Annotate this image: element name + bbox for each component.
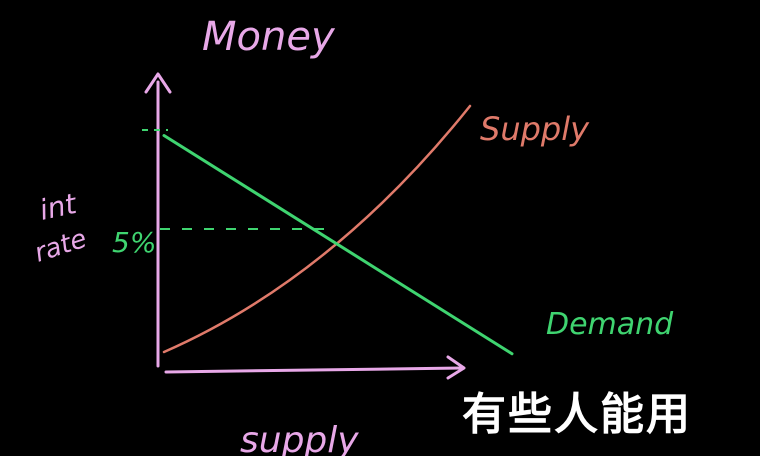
demand-series-line xyxy=(162,134,514,356)
x-axis-arrow-icon xyxy=(446,355,466,380)
demand-series-label: Demand xyxy=(546,307,674,342)
supply-series-line xyxy=(162,104,472,354)
y-tick-label: 5% xyxy=(112,226,156,259)
y-axis-label-line2: rate xyxy=(31,224,90,269)
video-caption: 有些人能用 xyxy=(462,389,692,440)
supply-series-label: Supply xyxy=(480,110,590,148)
x-axis xyxy=(164,366,464,374)
chart-title: Money xyxy=(202,14,336,60)
x-axis-label: supply xyxy=(240,420,359,456)
y-axis-arrow-icon xyxy=(144,72,172,94)
y-axis-label-line1: int xyxy=(37,187,81,227)
